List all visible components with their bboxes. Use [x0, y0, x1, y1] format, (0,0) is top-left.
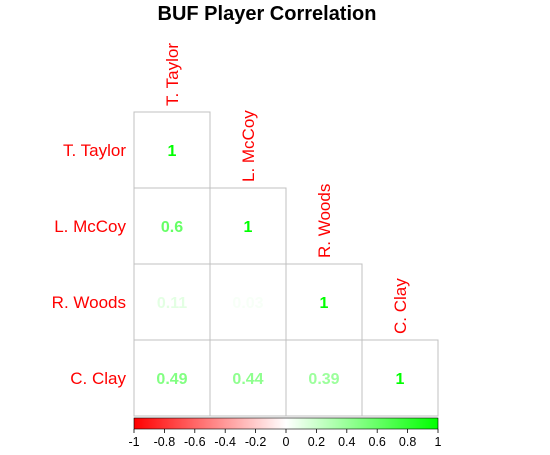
colorbar-tick-label: 0: [283, 435, 290, 449]
column-label-l-mccoy: L. McCoy: [239, 110, 258, 182]
colorbar: -1 -0.8 -0.6 -0.4 -0.2 0 0.2 0.4 0.6 0.8 1: [128, 417, 442, 449]
cell-value-t-taylor-t-taylor: 1: [168, 143, 177, 160]
chart-title: BUF Player Correlation: [158, 3, 377, 25]
colorbar-tick-label: -0.6: [184, 435, 206, 449]
cell-value-c-clay-c-clay: 1: [396, 371, 405, 388]
colorbar-gradient: [133, 417, 439, 430]
cells-layer: 1 0.6 1 0.11 0.03 1 0.49 0.44 0.39 1: [133, 111, 439, 417]
column-label-c-clay: C. Clay: [391, 278, 410, 334]
colorbar-tick-label: -0.8: [154, 435, 176, 449]
colorbar-tick-label: -1: [128, 435, 139, 449]
cell-c-clay-l-mccoy: [209, 339, 287, 417]
colorbar-tick-label: -0.4: [214, 435, 236, 449]
cell-r-woods-l-mccoy: [209, 263, 287, 341]
cell-value-c-clay-l-mccoy: 0.44: [232, 371, 263, 388]
colorbar-tick-label: 1: [435, 435, 442, 449]
colorbar-tick-label: 0.4: [338, 435, 355, 449]
cell-c-clay-r-woods: [285, 339, 363, 417]
cell-value-r-woods-l-mccoy: 0.03: [232, 295, 263, 312]
cell-c-clay-c-clay: [361, 339, 439, 417]
row-label-t-taylor: T. Taylor: [63, 141, 126, 160]
cell-value-l-mccoy-t-taylor: 0.6: [161, 219, 183, 236]
column-label-r-woods: R. Woods: [315, 184, 334, 258]
cell-l-mccoy-t-taylor: [133, 187, 211, 265]
labels-layer: T. Taylor L. McCoy R. Woods C. Clay T. Taylo…: [52, 43, 410, 388]
cell-value-l-mccoy-l-mccoy: 1: [244, 219, 253, 236]
colorbar-tick-label: 0.6: [369, 435, 386, 449]
cell-value-c-clay-r-woods: 0.39: [308, 371, 339, 388]
colorbar-tick-label: 0.8: [399, 435, 416, 449]
cell-r-woods-t-taylor: [133, 263, 211, 341]
cell-l-mccoy-l-mccoy: [209, 187, 287, 265]
cell-t-taylor-t-taylor: [133, 111, 211, 189]
cell-c-clay-t-taylor: [133, 339, 211, 417]
column-label-t-taylor: T. Taylor: [163, 43, 182, 106]
row-label-r-woods: R. Woods: [52, 293, 126, 312]
row-label-l-mccoy: L. McCoy: [54, 217, 126, 236]
row-label-c-clay: C. Clay: [70, 369, 126, 388]
cell-r-woods-r-woods: [285, 263, 363, 341]
colorbar-tick-label: -0.2: [245, 435, 267, 449]
colorbar-tick-label: 0.2: [308, 435, 325, 449]
cell-value-c-clay-t-taylor: 0.49: [156, 371, 187, 388]
cell-value-r-woods-r-woods: 1: [320, 295, 329, 312]
cell-value-r-woods-t-taylor: 0.11: [157, 295, 187, 312]
